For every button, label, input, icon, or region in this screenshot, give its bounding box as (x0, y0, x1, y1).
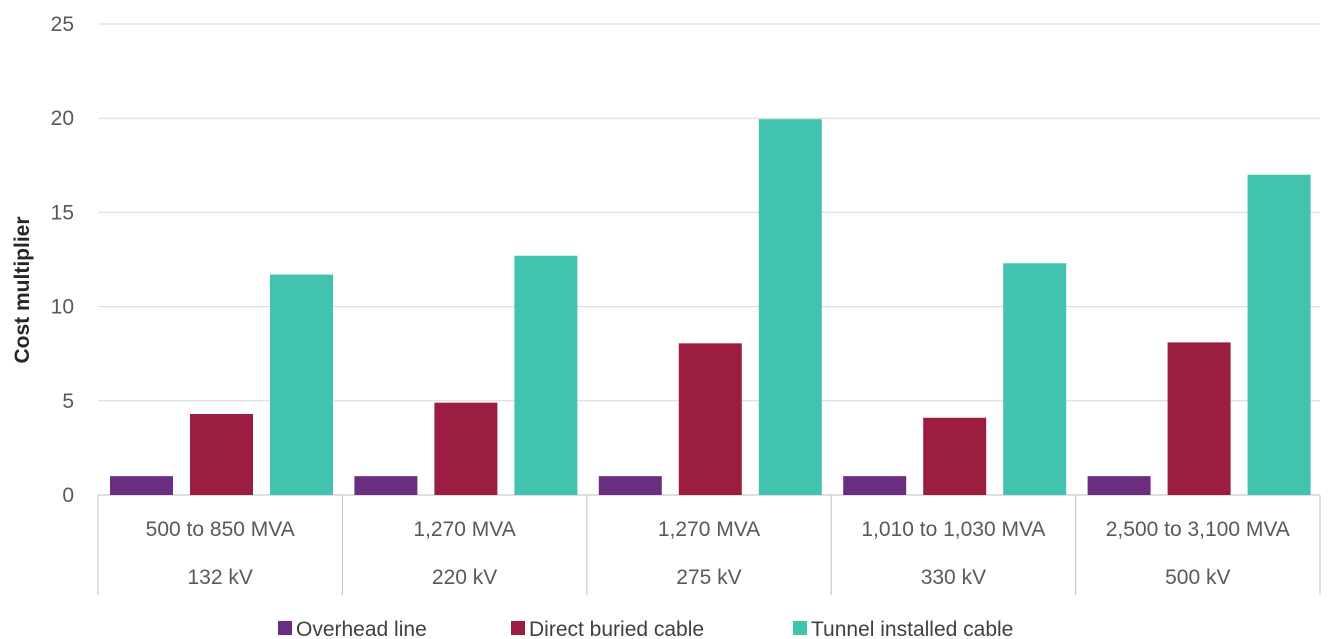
x-tick-label-capacity: 1,270 MVA (658, 518, 760, 541)
bar-tunnel-installed-cable (514, 256, 577, 495)
x-tick-label-voltage: 275 kV (676, 566, 741, 589)
x-tick-label-capacity: 500 to 850 MVA (146, 518, 295, 541)
bar-tunnel-installed-cable (1248, 175, 1311, 495)
x-tick-label-voltage: 330 kV (921, 566, 986, 589)
y-tick-label: 5 (62, 390, 74, 413)
legend-swatch (511, 621, 525, 635)
y-tick-label: 0 (62, 484, 74, 507)
bar-overhead-line (354, 476, 417, 495)
legend-label: Direct buried cable (529, 618, 704, 639)
x-tick-label-voltage: 132 kV (188, 566, 253, 589)
bar-direct-buried-cable (923, 418, 986, 495)
legend-label: Tunnel installed cable (811, 618, 1013, 639)
bar-direct-buried-cable (190, 414, 253, 495)
y-axis-label: Cost multiplier (11, 216, 34, 363)
bar-overhead-line (599, 476, 662, 495)
y-axis-ticks: 0 5 10 15 20 25 (51, 13, 74, 507)
y-tick-label: 10 (51, 296, 74, 319)
x-tick-label-capacity: 1,270 MVA (413, 518, 515, 541)
legend: Overhead line Direct buried cable Tunnel i… (278, 618, 1013, 639)
y-tick-label: 15 (51, 201, 74, 224)
legend-label: Overhead line (296, 618, 427, 639)
bar-tunnel-installed-cable (270, 275, 333, 495)
legend-swatch (278, 621, 292, 635)
bar-overhead-line (110, 476, 173, 495)
x-tick-label-voltage: 500 kV (1165, 566, 1230, 589)
bar-tunnel-installed-cable (759, 119, 822, 495)
x-axis: 500 to 850 MVA 132 kV 1,270 MVA 220 kV 1,270… (98, 495, 1320, 595)
y-tick-label: 25 (51, 13, 74, 36)
bar-direct-buried-cable (1168, 342, 1231, 495)
x-tick-label-capacity: 1,010 to 1,030 MVA (861, 518, 1045, 541)
bar-tunnel-installed-cable (1003, 263, 1066, 495)
legend-swatch (793, 621, 807, 635)
bar-overhead-line (843, 476, 906, 495)
bar-direct-buried-cable (679, 343, 742, 495)
y-tick-label: 20 (51, 107, 74, 130)
x-tick-label-voltage: 220 kV (432, 566, 497, 589)
bar-overhead-line (1088, 476, 1151, 495)
bar-direct-buried-cable (434, 403, 497, 495)
x-tick-label-capacity: 2,500 to 3,100 MVA (1106, 518, 1290, 541)
